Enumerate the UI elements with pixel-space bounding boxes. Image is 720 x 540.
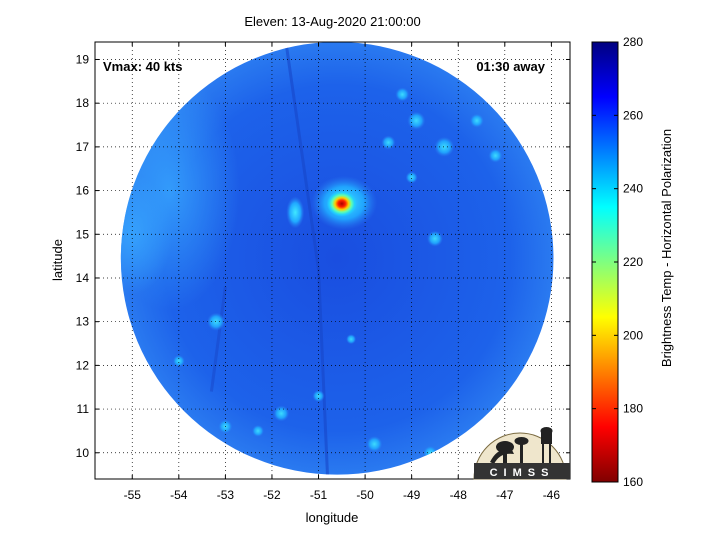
ticks-layer: -55 -54 -53 -52 -51 -50 -49 -48 -47 -46 10 11 12 13 14… <box>76 42 570 502</box>
y-tick-label: 15 <box>76 227 90 241</box>
y-tick-label: 13 <box>76 315 90 329</box>
x-tick-label: -49 <box>403 488 421 502</box>
y-tick-label: 17 <box>76 140 90 154</box>
colorbar <box>591 41 619 483</box>
x-tick-label: -47 <box>496 488 514 502</box>
x-axis-label: longitude <box>306 510 359 525</box>
colorbar-tick-label: 200 <box>623 328 643 342</box>
y-tick-label: 14 <box>76 271 90 285</box>
colorbar-tick-label: 220 <box>623 255 643 269</box>
x-tick-label: -53 <box>217 488 235 502</box>
grid-layer <box>95 42 570 479</box>
y-tick-label: 11 <box>77 402 90 416</box>
chart-title: Eleven: 13-Aug-2020 21:00:00 <box>244 14 421 29</box>
x-tick-label: -52 <box>263 488 281 502</box>
time-away-annotation: 01:30 away <box>476 59 545 74</box>
colorbar-ticks: 160 180 200 220 240 260 280 <box>592 35 643 489</box>
x-tick-label: -54 <box>170 488 188 502</box>
y-axis-label: latitude <box>50 239 65 281</box>
x-tick-label: -48 <box>450 488 468 502</box>
x-tick-label: -51 <box>310 488 328 502</box>
y-tick-label: 10 <box>76 446 90 460</box>
y-tick-label: 16 <box>76 184 90 198</box>
x-tick-label: -55 <box>124 488 142 502</box>
y-tick-label: 12 <box>76 358 90 372</box>
colorbar-tick-label: 180 <box>623 402 643 416</box>
colorbar-tick-label: 240 <box>623 182 643 196</box>
plot-frame <box>94 41 571 480</box>
colorbar-tick-label: 260 <box>623 108 643 122</box>
logo-text: CIMSS <box>490 467 555 479</box>
x-tick-label: -50 <box>356 488 374 502</box>
colorbar-tick-label: 160 <box>623 475 643 489</box>
y-tick-label: 19 <box>76 52 90 66</box>
y-tick-label: 18 <box>76 96 90 110</box>
x-tick-label: -46 <box>543 488 561 502</box>
swath-layer <box>120 42 554 475</box>
cimss-logo: CIMSS <box>473 427 570 480</box>
colorbar-tick-label: 280 <box>623 35 643 49</box>
vmax-annotation: Vmax: 40 kts <box>103 59 183 74</box>
storm-core <box>326 190 357 217</box>
colorbar-label: Brightness Temp - Horizontal Polarizatio… <box>659 129 674 367</box>
